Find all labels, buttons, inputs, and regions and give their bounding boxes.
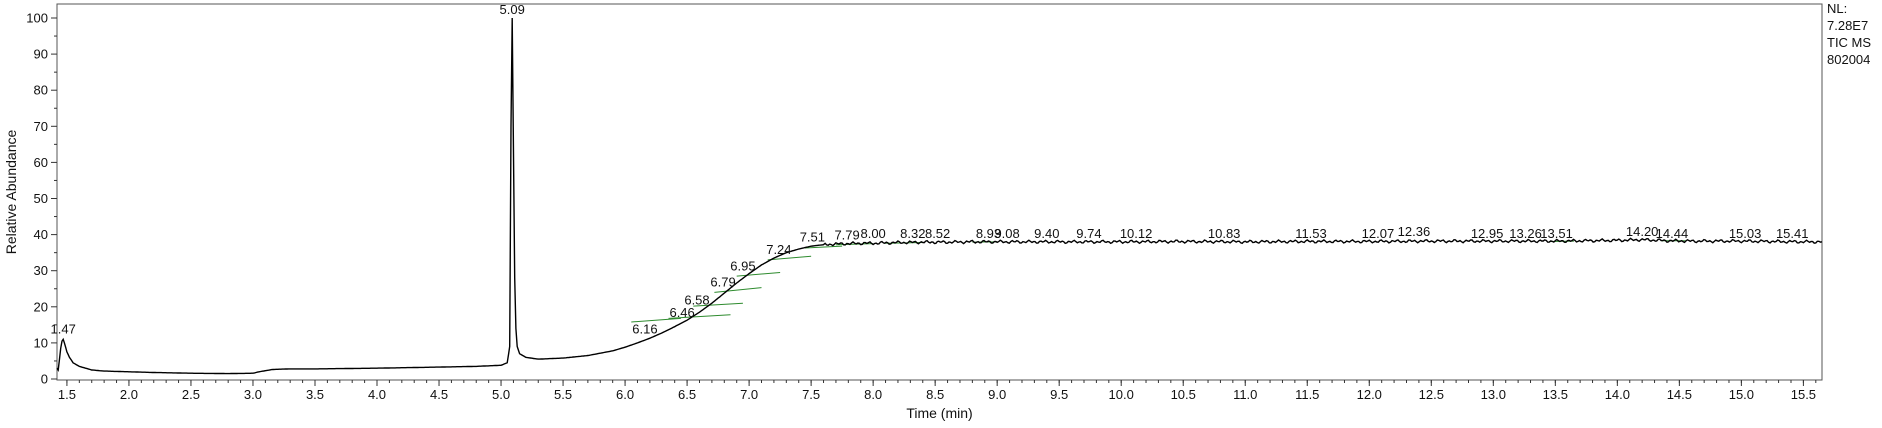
y-tick-label: 90 <box>34 47 48 62</box>
x-tick-label: 14.0 <box>1605 387 1630 402</box>
plot-frame <box>56 3 1823 381</box>
peak-label: 12.07 <box>1362 226 1395 241</box>
baseline-segment <box>804 245 843 249</box>
x-tick-label: 14.5 <box>1667 387 1692 402</box>
x-tick-label: 6.0 <box>616 387 634 402</box>
x-tick-label: 9.0 <box>988 387 1006 402</box>
x-tick-label: 11.0 <box>1233 387 1257 402</box>
x-axis-ticks: 1.5 2.0 2.5 3.0 3.5 4.0 4.5 5.0 5.5 6.0 6.5 7.0 7.5 8… <box>58 380 1817 402</box>
x-axis-title: Time (min) <box>906 405 972 421</box>
peak-label: 11.53 <box>1295 226 1327 241</box>
x-tick-label: 5.5 <box>554 387 572 402</box>
x-tick-label: 2.5 <box>182 387 200 402</box>
baseline-segment <box>714 287 762 293</box>
peak-label: 8.32 <box>900 226 925 241</box>
y-tick-label: 10 <box>34 335 48 350</box>
x-tick-label: 13.5 <box>1543 387 1568 402</box>
peak-label: 10.83 <box>1208 226 1241 241</box>
x-tick-label: 6.5 <box>678 387 696 402</box>
peak-label: 10.12 <box>1120 226 1153 241</box>
peak-label: 15.03 <box>1729 226 1762 241</box>
info-line-tic: TIC MS <box>1827 35 1872 50</box>
peak-label: 12.95 <box>1471 226 1504 241</box>
x-tick-label: 4.0 <box>368 387 386 402</box>
x-tick-label: 2.0 <box>120 387 138 402</box>
x-tick-label: 10.5 <box>1171 387 1196 402</box>
tic-trace <box>56 17 1823 375</box>
x-tick-label: 7.5 <box>802 387 820 402</box>
peak-label: 14.20 <box>1626 224 1659 239</box>
peak-label: 6.16 <box>632 321 657 336</box>
peak-label: 8.00 <box>860 226 885 241</box>
x-tick-label: 13.0 <box>1481 387 1506 402</box>
scan-info: NL: 7.28E7 TIC MS 802004 <box>1827 0 1871 68</box>
x-tick-label: 8.0 <box>864 387 882 402</box>
peak-label: 7.51 <box>800 229 825 244</box>
info-line-nl: NL: <box>1827 1 1848 16</box>
y-tick-label: 40 <box>34 227 48 242</box>
x-tick-label: 7.0 <box>740 387 758 402</box>
peak-label: 8.52 <box>925 226 950 241</box>
x-tick-label: 15.0 <box>1729 387 1754 402</box>
y-tick-label: 60 <box>34 155 48 170</box>
y-tick-label: 0 <box>41 372 48 387</box>
y-axis-title: Relative Abundance <box>3 130 19 255</box>
y-tick-label: 50 <box>34 191 48 206</box>
y-tick-label: 80 <box>34 83 48 98</box>
x-tick-label: 11.5 <box>1295 387 1319 402</box>
baseline-segment <box>668 314 731 319</box>
peak-labels: 1.47 5.09 6.16 6.466.586.79 6.95 7.24 7.51 7.79… <box>51 2 1809 336</box>
peak-label: 6.79 <box>710 275 735 290</box>
baseline-segment <box>736 272 781 277</box>
peak-label: 7.24 <box>766 242 791 257</box>
peak-label: 14.44 <box>1656 226 1689 241</box>
peak-label: 9.74 <box>1076 226 1101 241</box>
baseline-segment <box>631 317 681 323</box>
peak-label: 5.09 <box>500 2 525 17</box>
y-tick-label: 20 <box>34 299 48 314</box>
x-tick-label: 8.5 <box>926 387 944 402</box>
peak-label: 12.36 <box>1398 224 1431 239</box>
info-line-id: 802004 <box>1827 52 1871 67</box>
peak-label: 13.51 <box>1540 226 1573 241</box>
peak-label: 1.47 <box>51 321 76 336</box>
info-line-value: 7.28E7 <box>1827 18 1869 33</box>
y-tick-label: 70 <box>34 119 48 134</box>
y-tick-label: 30 <box>34 263 48 278</box>
x-tick-label: 9.5 <box>1050 387 1068 402</box>
x-tick-label: 3.5 <box>306 387 324 402</box>
x-tick-label: 12.5 <box>1419 387 1444 402</box>
peak-label: 6.58 <box>684 293 709 308</box>
peak-label: 13.26 <box>1509 226 1542 241</box>
x-tick-label: 5.0 <box>492 387 510 402</box>
peak-label: 9.40 <box>1034 226 1059 241</box>
x-tick-label: 3.0 <box>244 387 262 402</box>
y-axis-ticks: 0 10 20 30 40 50 60 70 80 90 100 <box>26 11 57 387</box>
baseline-segment <box>693 302 743 307</box>
peak-label: 8.93 <box>976 226 1001 241</box>
peak-label: 6.46 <box>669 305 694 320</box>
peak-label: 15.41 <box>1776 226 1809 241</box>
peak-label: 7.79 <box>834 228 859 243</box>
x-tick-label: 12.0 <box>1357 387 1382 402</box>
baseline-segment <box>767 255 812 261</box>
peak-label: 6.95 <box>730 258 755 273</box>
x-tick-label: 4.5 <box>430 387 448 402</box>
axes: 0 10 20 30 40 50 60 70 80 90 100 1.5 2.0 2.5 3.0 3.5 4.… <box>26 3 1823 402</box>
peak-label: 9.08 <box>994 226 1019 241</box>
x-tick-label: 15.5 <box>1791 387 1816 402</box>
y-tick-label: 100 <box>26 11 48 26</box>
x-tick-label: 10.0 <box>1109 387 1134 402</box>
x-tick-label: 1.5 <box>58 387 76 402</box>
